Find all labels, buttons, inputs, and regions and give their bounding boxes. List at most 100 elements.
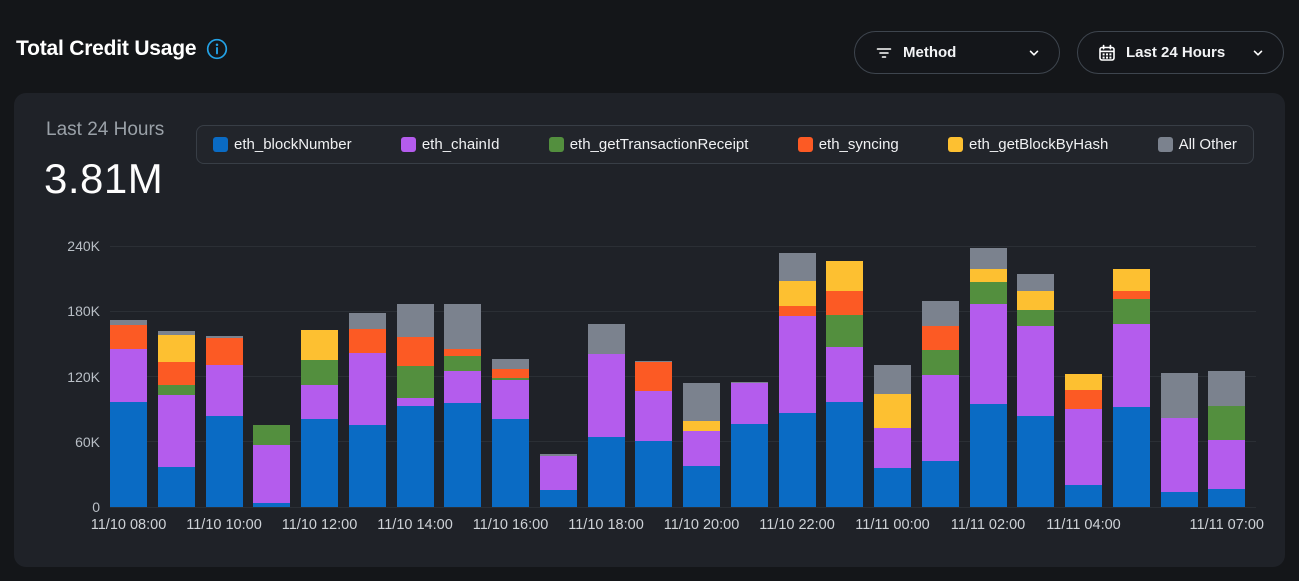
- y-axis-tick: 120K: [67, 369, 100, 385]
- bar-segment: [444, 371, 481, 403]
- bar-segment: [1208, 371, 1245, 406]
- bar-segment: [683, 383, 720, 421]
- bar-segment: [779, 413, 816, 507]
- bar-segment: [301, 419, 338, 507]
- bar-group[interactable]: [1065, 374, 1102, 507]
- chart-plot: 060K120K180K240K11/10 08:0011/10 10:0011…: [110, 246, 1256, 507]
- bar-segment: [397, 304, 434, 338]
- bar-group[interactable]: [826, 261, 863, 507]
- bar-segment: [1208, 406, 1245, 440]
- bar-segment: [1017, 291, 1054, 311]
- bar-group[interactable]: [970, 248, 1007, 507]
- x-axis-tick: 11/11 02:00: [951, 517, 1025, 533]
- bar-segment: [158, 335, 195, 362]
- dashboard: Total Credit Usage Method Last 24 Hours: [0, 0, 1299, 581]
- legend: eth_blockNumber eth_chainId eth_getTransac…: [196, 125, 1254, 164]
- bar-group[interactable]: [874, 365, 911, 507]
- bar-segment: [588, 324, 625, 353]
- bar-segment: [301, 385, 338, 419]
- bar-group[interactable]: [922, 301, 959, 507]
- chevron-down-icon: [1027, 46, 1041, 60]
- y-axis-tick: 180K: [67, 303, 100, 319]
- bar-segment: [731, 424, 768, 507]
- legend-item[interactable]: eth_getTransactionReceipt: [549, 136, 749, 153]
- bar-group[interactable]: [301, 330, 338, 507]
- chart-panel: Last 24 Hours 3.81M eth_blockNumbereth_c…: [14, 93, 1285, 567]
- legend-label: eth_blockNumber: [234, 136, 352, 153]
- bar-segment: [874, 468, 911, 507]
- bar-group[interactable]: [1208, 371, 1245, 507]
- bar-group[interactable]: [540, 454, 577, 507]
- legend-item[interactable]: eth_blockNumber: [213, 136, 352, 153]
- method-filter-label: Method: [903, 44, 956, 61]
- bar-segment: [349, 425, 386, 507]
- legend-item[interactable]: All Other: [1158, 136, 1237, 153]
- bar-segment: [922, 461, 959, 507]
- x-axis-tick: 11/10 14:00: [377, 517, 453, 533]
- bar-segment: [683, 421, 720, 431]
- x-axis-tick: 11/11 07:00: [1190, 517, 1264, 533]
- bar-segment: [874, 394, 911, 428]
- bar-segment: [110, 325, 147, 349]
- bar-segment: [110, 320, 147, 325]
- legend-label: eth_chainId: [422, 136, 500, 153]
- time-range-dropdown[interactable]: Last 24 Hours: [1077, 31, 1284, 74]
- bar-segment: [1208, 489, 1245, 507]
- bar-segment: [874, 428, 911, 468]
- bar-segment: [635, 391, 672, 441]
- legend-swatch: [798, 137, 813, 152]
- bar-group[interactable]: [206, 336, 243, 507]
- bar-group[interactable]: [110, 320, 147, 507]
- bar-group[interactable]: [492, 359, 529, 507]
- bar-group[interactable]: [683, 383, 720, 507]
- bar-segment: [492, 369, 529, 378]
- calendar-icon: [1098, 44, 1116, 62]
- bar-segment: [826, 261, 863, 290]
- legend-swatch: [213, 137, 228, 152]
- bar-group[interactable]: [349, 313, 386, 507]
- bar-group[interactable]: [731, 382, 768, 507]
- bar-segment: [970, 282, 1007, 304]
- bar-group[interactable]: [444, 304, 481, 507]
- bar-group[interactable]: [158, 331, 195, 507]
- bar-segment: [444, 403, 481, 507]
- page-title: Total Credit Usage: [16, 37, 196, 61]
- bar-group[interactable]: [253, 425, 290, 507]
- bar-segment: [922, 375, 959, 461]
- bar-segment: [397, 366, 434, 399]
- bar-segment: [1161, 492, 1198, 507]
- x-axis-tick: 11/10 10:00: [186, 517, 262, 533]
- bar-segment: [826, 291, 863, 315]
- bar-segment: [206, 416, 243, 507]
- info-icon[interactable]: [206, 38, 228, 60]
- bar-group[interactable]: [1113, 269, 1150, 507]
- bar-segment: [1113, 291, 1150, 300]
- bar-segment: [397, 398, 434, 406]
- y-axis-tick: 0: [92, 499, 100, 515]
- bar-segment: [1161, 373, 1198, 418]
- bar-segment: [826, 402, 863, 507]
- method-filter-dropdown[interactable]: Method: [854, 31, 1060, 74]
- bar-group[interactable]: [397, 304, 434, 507]
- bar-group[interactable]: [635, 361, 672, 507]
- x-axis-tick: 11/10 18:00: [568, 517, 644, 533]
- y-axis-tick: 60K: [75, 434, 100, 450]
- legend-swatch: [1158, 137, 1173, 152]
- bar-group[interactable]: [588, 324, 625, 507]
- bar-segment: [158, 467, 195, 507]
- bar-segment: [970, 404, 1007, 507]
- legend-label: eth_getBlockByHash: [969, 136, 1108, 153]
- bar-group[interactable]: [779, 253, 816, 507]
- legend-item[interactable]: eth_chainId: [401, 136, 500, 153]
- bar-segment: [874, 365, 911, 394]
- bar-segment: [158, 395, 195, 467]
- bar-group[interactable]: [1161, 373, 1198, 507]
- bar-segment: [779, 253, 816, 281]
- bar-group[interactable]: [1017, 274, 1054, 507]
- legend-item[interactable]: eth_syncing: [798, 136, 899, 153]
- bar-segment: [492, 378, 529, 380]
- bar-segment: [397, 406, 434, 507]
- x-axis-tick: 11/10 12:00: [282, 517, 358, 533]
- legend-item[interactable]: eth_getBlockByHash: [948, 136, 1108, 153]
- bar-segment: [635, 361, 672, 362]
